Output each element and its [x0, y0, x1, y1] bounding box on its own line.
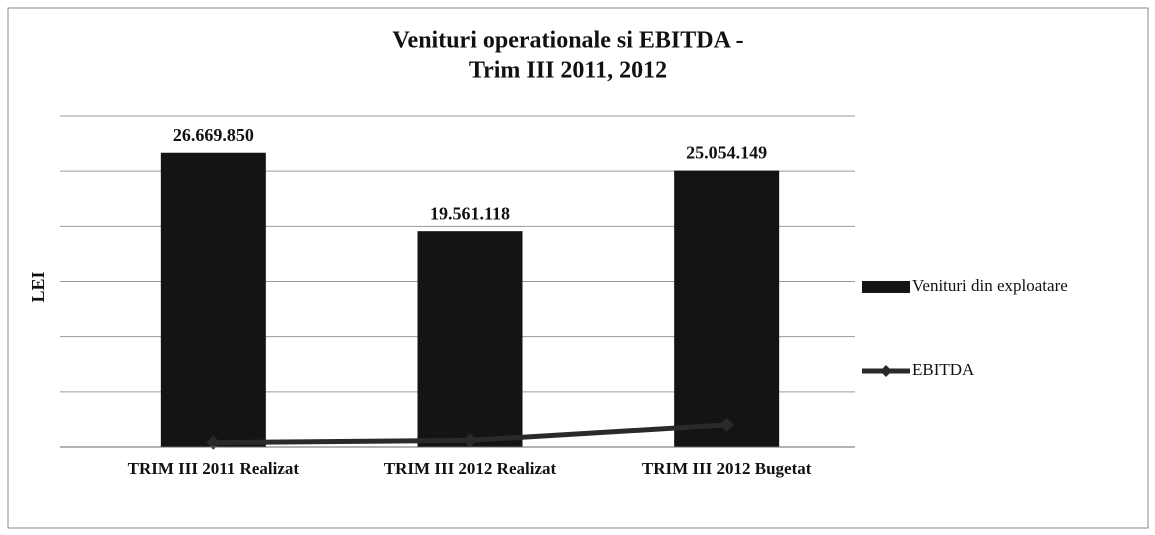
- data-label: 25.054.149: [686, 143, 767, 163]
- x-tick-label: TRIM III 2011 Realizat: [128, 459, 300, 478]
- legend-swatch: [862, 281, 910, 293]
- y-axis-label: LEI: [28, 271, 48, 302]
- chart-title: Venituri operationale si EBITDA -: [392, 28, 743, 54]
- legend-label: Venituri din exploatare: [912, 276, 1068, 295]
- bar: [674, 170, 780, 448]
- legend-label: EBITDA: [912, 360, 975, 379]
- chart-title: Trim III 2011, 2012: [469, 58, 667, 84]
- data-label: 19.561.118: [430, 203, 510, 223]
- x-tick-label: TRIM III 2012 Realizat: [384, 459, 557, 478]
- line-marker: [463, 433, 477, 448]
- bar: [417, 231, 523, 447]
- data-label: 26.669.850: [173, 125, 254, 145]
- bar: [160, 152, 266, 447]
- line-marker: [719, 417, 734, 432]
- x-tick-label: TRIM III 2012 Bugetat: [642, 459, 812, 478]
- legend-swatch: [880, 365, 892, 377]
- line-marker: [206, 435, 221, 450]
